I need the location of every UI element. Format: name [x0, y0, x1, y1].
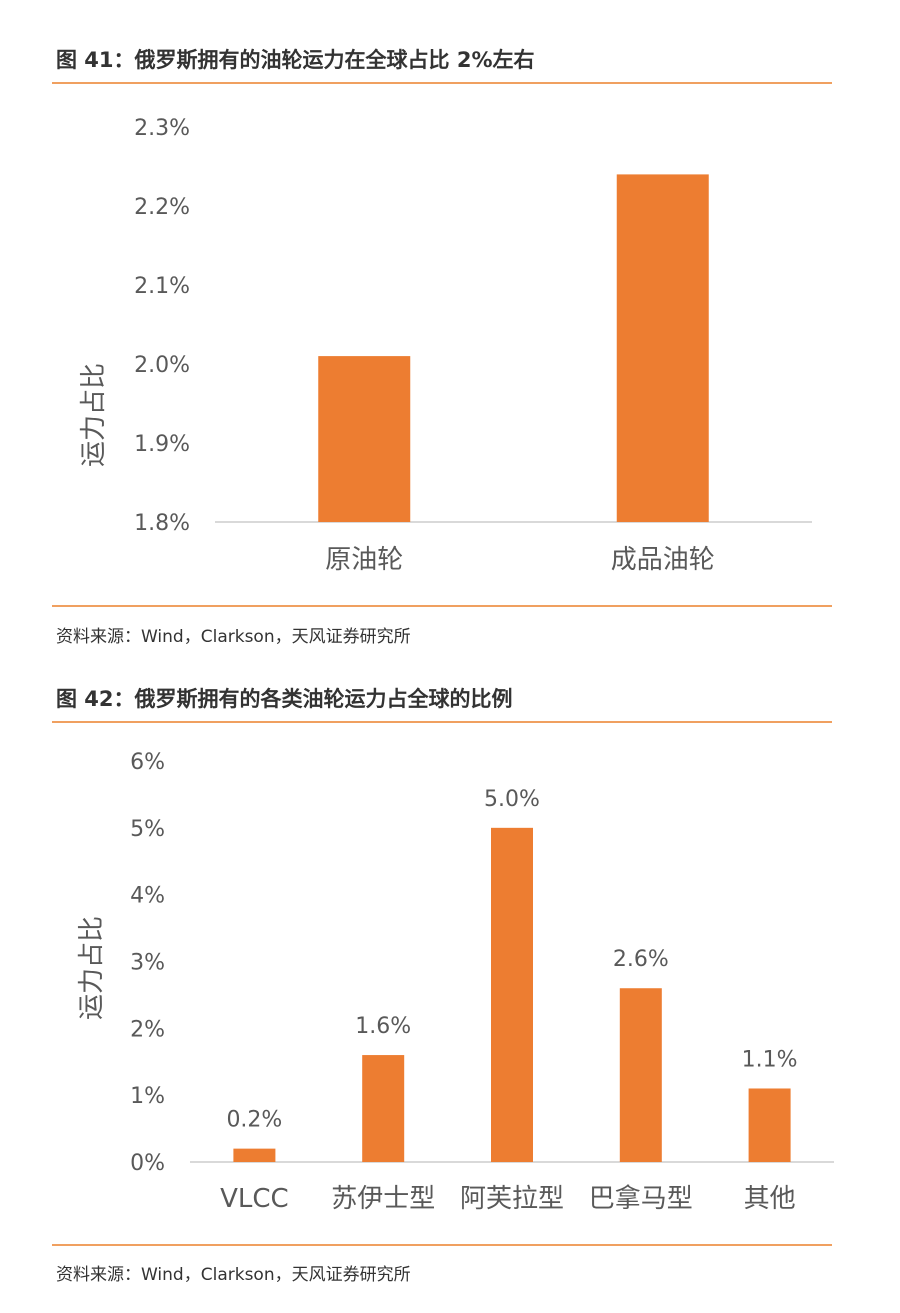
data-label: 2.6% — [613, 947, 669, 972]
data-label: 1.6% — [355, 1014, 411, 1039]
chart-42-tanker-type-share: 0% 1% 2% 3% 4% 5% 6% 0.2% 1.6% 5.0% 2.6% 1.1% VLCC… — [77, 750, 834, 1214]
y-tick-label: 4% — [130, 884, 165, 909]
x-category-label: 阿芙拉型 — [460, 1184, 564, 1214]
y-tick-label: 2.3% — [134, 116, 190, 141]
data-label: 1.1% — [742, 1047, 798, 1072]
x-category-label: VLCC — [220, 1184, 289, 1214]
figure-42-title: 图 42：俄罗斯拥有的各类油轮运力占全球的比例 — [56, 687, 513, 711]
x-category-label: 原油轮 — [325, 545, 403, 575]
y-tick-label: 1% — [130, 1084, 165, 1109]
figure-42-bottom-rule — [52, 1244, 832, 1246]
bar — [748, 1088, 791, 1162]
figure-41-title-rule — [52, 82, 832, 84]
y-tick-label: 3% — [130, 951, 165, 976]
figure-42-title-rule — [52, 721, 832, 723]
y-tick-label: 1.8% — [134, 511, 190, 536]
y-tick-label: 6% — [130, 750, 165, 775]
data-label: 0.2% — [226, 1108, 282, 1133]
x-category-label: 其他 — [744, 1184, 796, 1214]
y-tick-label: 2% — [130, 1017, 165, 1042]
bar — [362, 1055, 405, 1162]
bar — [233, 1148, 276, 1162]
x-category-label: 苏伊士型 — [331, 1184, 435, 1214]
x-category-label: 成品油轮 — [611, 545, 715, 575]
y-tick-label: 1.9% — [134, 432, 190, 457]
y-axis-label: 运力占比 — [77, 916, 107, 1020]
x-category-label: 巴拿马型 — [589, 1184, 693, 1214]
y-tick-label: 2.1% — [134, 274, 190, 299]
bar — [616, 174, 709, 522]
bar — [619, 988, 662, 1162]
y-axis-label: 运力占比 — [79, 363, 109, 467]
bar — [491, 827, 533, 1162]
figure-41-source: 资料来源：Wind，Clarkson，天风证券研究所 — [56, 627, 411, 647]
chart-41-tanker-capacity-share: 1.8% 1.9% 2.0% 2.1% 2.2% 2.3% 原油轮 成品油轮 运力占比 — [79, 116, 812, 575]
y-tick-label: 2.0% — [134, 353, 190, 378]
y-tick-label: 0% — [130, 1151, 165, 1176]
data-label: 5.0% — [484, 787, 540, 812]
y-tick-label: 2.2% — [134, 195, 190, 220]
y-tick-label: 5% — [130, 817, 165, 842]
figure-41-title: 图 41：俄罗斯拥有的油轮运力在全球占比 2%左右 — [56, 48, 535, 72]
bar — [318, 356, 411, 522]
figure-41-bottom-rule — [52, 605, 832, 607]
figure-42-source: 资料来源：Wind，Clarkson，天风证券研究所 — [56, 1265, 411, 1285]
